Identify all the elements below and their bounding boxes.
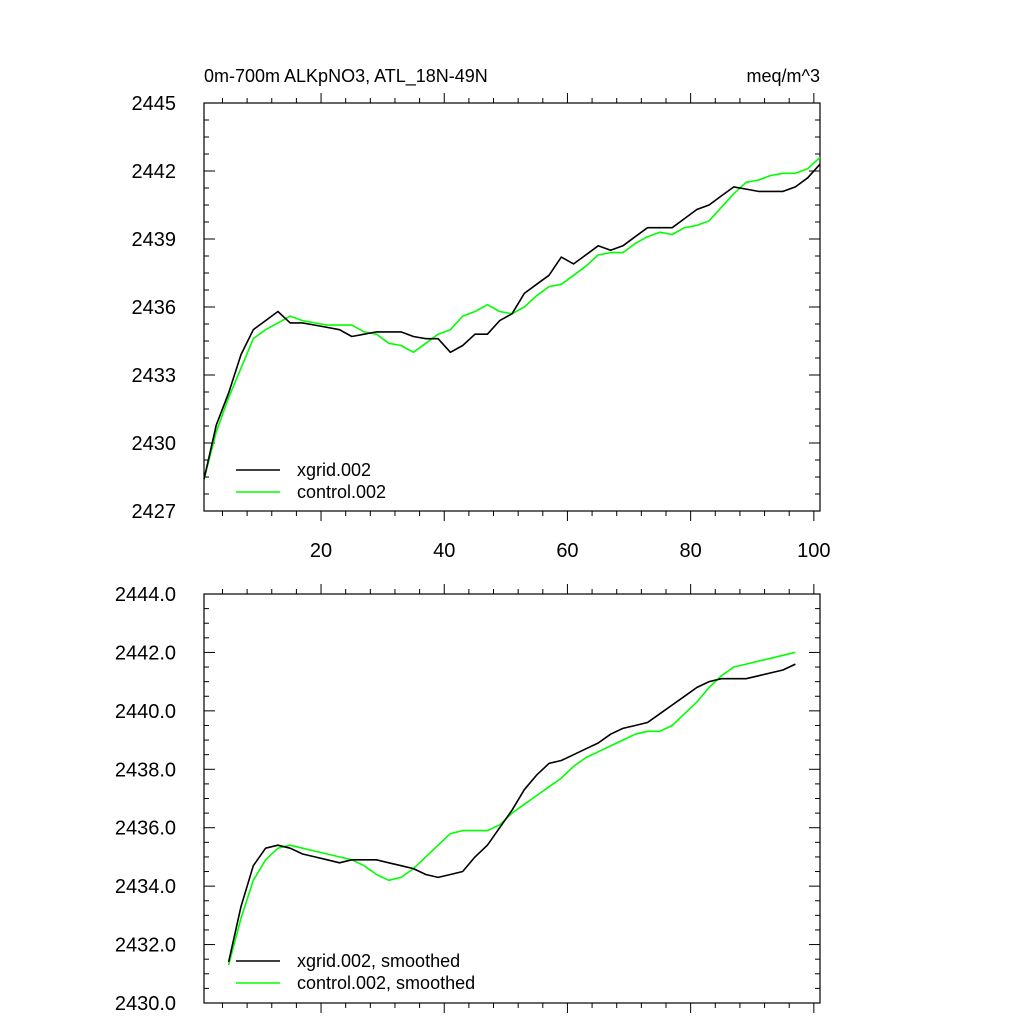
x-tick-label: 60 (556, 540, 578, 562)
y-tick-label: 2427 (132, 501, 177, 523)
x-tick-label: 40 (433, 540, 455, 562)
legend-label: control.002 (297, 482, 386, 502)
units-label: meq/m^3 (747, 66, 820, 86)
y-tick-label: 2433 (132, 365, 177, 387)
series-line-control-002 (203, 156, 821, 480)
y-tick-label: 2444.0 (115, 584, 176, 606)
x-tick-label: 80 (680, 540, 702, 562)
top-chart-panel: 20 40 60 80 100 2427 2430 2433 2436 2439 2442 2445 x… (132, 93, 831, 562)
y-tick-label: 2434.0 (115, 876, 176, 898)
y-tick-label: 2438.0 (115, 759, 176, 781)
plot-frame (203, 593, 821, 1004)
x-tick-label: 100 (797, 540, 830, 562)
x-tick-label: 20 (310, 540, 332, 562)
legend-label: xgrid.002, smoothed (297, 951, 460, 971)
series-line-xgrid-002 (203, 163, 821, 480)
y-tick-label: 2432.0 (115, 935, 176, 957)
y-tick-label: 2436.0 (115, 818, 176, 840)
y-tick-label: 2445 (132, 93, 177, 115)
bottom-chart-panel: 2430.0 2432.0 2434.0 2436.0 2438.0 2440.0 2442… (115, 584, 821, 1015)
y-tick-label: 2430.0 (115, 993, 176, 1015)
y-tick-label: 2430 (132, 433, 177, 455)
series-line-xgrid-002-smoothed (227, 663, 796, 963)
plot-frame (203, 102, 821, 512)
y-tick-label: 2442.0 (115, 642, 176, 664)
y-tick-label: 2436 (132, 297, 177, 319)
y-tick-label: 2440.0 (115, 701, 176, 723)
legend-label: xgrid.002 (297, 460, 371, 480)
legend-label: control.002, smoothed (297, 973, 475, 993)
chart-title: 0m-700m ALKpNO3, ATL_18N-49N (204, 66, 488, 87)
y-tick-label: 2442 (132, 161, 177, 183)
y-tick-label: 2439 (132, 229, 177, 251)
series-line-control-002-smoothed (227, 651, 796, 966)
